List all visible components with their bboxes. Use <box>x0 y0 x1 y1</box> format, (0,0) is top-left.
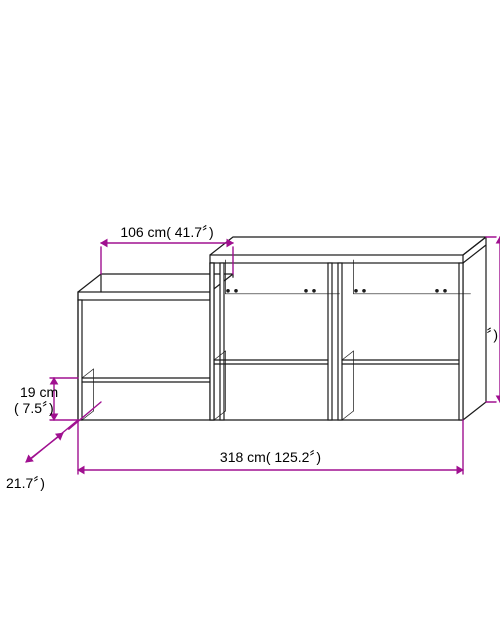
dim-top: 106 cm( 41.7〞) <box>120 224 213 240</box>
furniture <box>78 237 486 420</box>
dim-right: 〞) <box>486 327 498 343</box>
dim-h19a: 19 cm <box>20 384 58 400</box>
dim-h19b: ( 7.5〞) <box>14 400 54 416</box>
dim-depth: 21.7〞) <box>6 475 45 491</box>
dimension-diagram: 106 cm( 41.7〞) 19 cm( 7.5〞) 318 cm( 125.2〞… <box>0 0 500 641</box>
dim-width: 318 cm( 125.2〞) <box>220 449 321 465</box>
